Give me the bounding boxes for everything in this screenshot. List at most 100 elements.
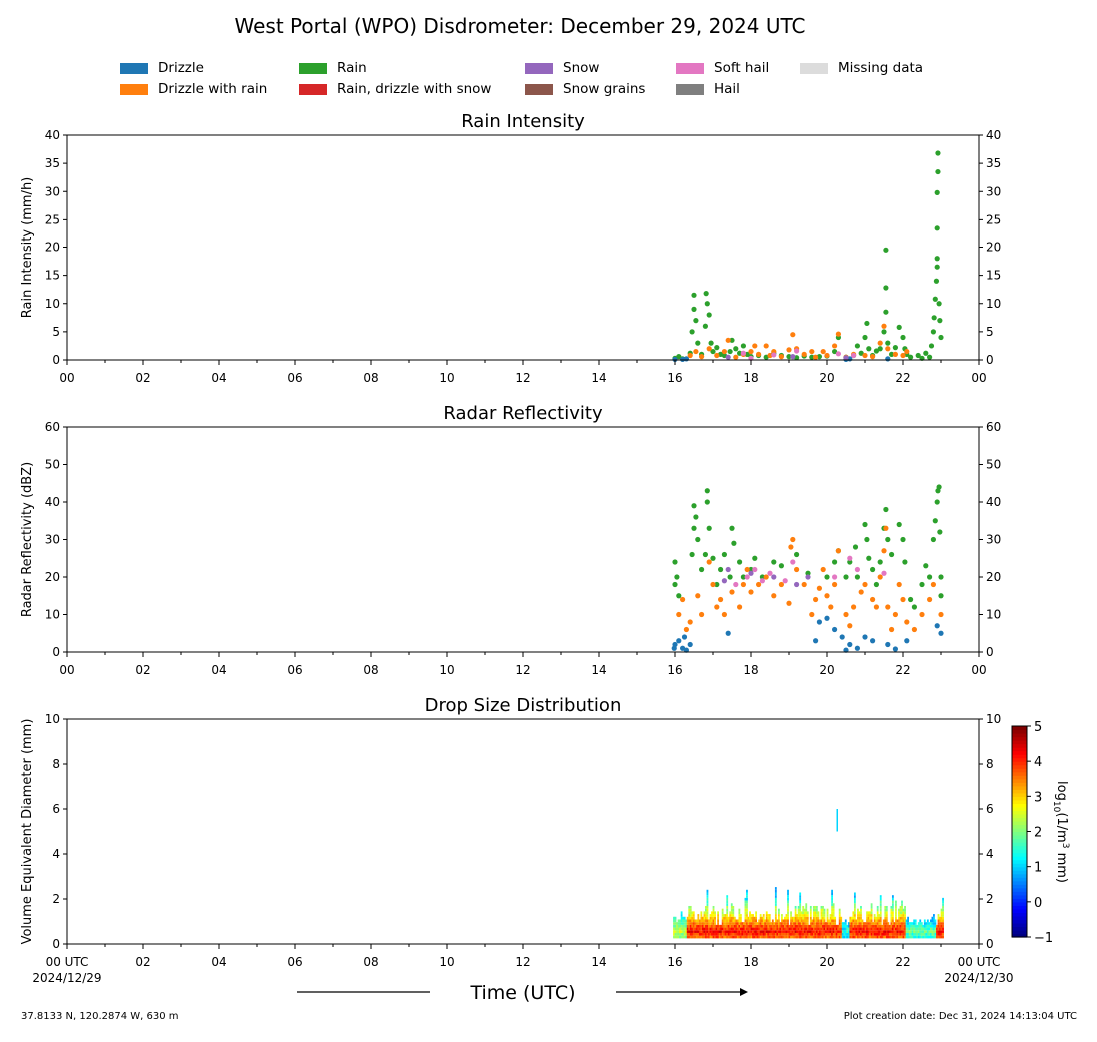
heatmap-cell <box>855 930 858 933</box>
heatmap-cell <box>876 922 879 925</box>
heatmap-cell <box>823 935 826 939</box>
heatmap-cell <box>893 922 896 925</box>
y-tick-label: 20 <box>986 570 1001 584</box>
heatmap-cell <box>765 914 768 917</box>
heatmap-cell <box>749 919 751 923</box>
heatmap-cell <box>814 935 817 939</box>
heatmap-cell <box>860 927 862 931</box>
heatmap-cell <box>758 932 761 936</box>
heatmap-cell <box>914 927 917 931</box>
legend-item: Soft hail <box>676 58 769 78</box>
data-point <box>714 604 720 610</box>
heatmap-cell <box>826 922 829 925</box>
heatmap-cell <box>867 919 870 923</box>
heatmap-cell <box>869 919 871 923</box>
heatmap-cell <box>762 924 765 928</box>
heatmap-cell <box>723 919 726 923</box>
heatmap-cell <box>928 930 931 933</box>
heatmap-cell <box>750 924 753 928</box>
y-tick-label: 6 <box>52 802 60 816</box>
heatmap-cell <box>931 930 934 933</box>
heatmap-cell <box>913 927 916 931</box>
heatmap-cell <box>929 927 932 931</box>
data-point <box>756 581 762 588</box>
heatmap-cell <box>929 935 932 939</box>
heatmap-cell <box>922 935 925 939</box>
heatmap-cell <box>724 935 727 939</box>
heatmap-cell <box>852 927 855 931</box>
heatmap-cell <box>933 930 935 933</box>
heatmap-cell <box>698 935 701 939</box>
heatmap-cell <box>712 922 715 925</box>
heatmap-cell <box>723 932 726 936</box>
heatmap-cell <box>799 900 802 904</box>
heatmap-cell <box>850 927 853 931</box>
heatmap-cell <box>701 922 704 925</box>
heatmap-cell <box>761 935 764 939</box>
heatmap-cell <box>806 922 809 925</box>
heatmap-cell <box>774 911 777 915</box>
heatmap-cell <box>764 922 767 925</box>
heatmap-cell <box>765 932 768 936</box>
heatmap-cell <box>831 892 833 896</box>
heatmap-cell <box>726 927 729 931</box>
heatmap-cell <box>744 905 747 909</box>
heatmap-cell <box>694 930 697 933</box>
heatmap-cell <box>843 932 846 936</box>
data-point <box>934 623 940 629</box>
heatmap-cell <box>853 908 856 912</box>
heatmap-cell <box>860 922 862 925</box>
data-point <box>862 634 868 640</box>
data-point <box>752 566 758 573</box>
heatmap-cell <box>817 930 820 933</box>
heatmap-cell <box>732 930 735 933</box>
heatmap-cell <box>676 922 678 925</box>
heatmap-cell <box>884 916 887 920</box>
heatmap-cell <box>805 908 808 912</box>
heatmap-cell <box>752 930 754 933</box>
heatmap-cell <box>849 930 852 933</box>
data-point <box>862 521 868 528</box>
heatmap-cell <box>878 919 881 923</box>
heatmap-cell <box>840 935 843 939</box>
heatmap-cell <box>838 935 841 939</box>
heatmap-cell <box>940 930 943 933</box>
heatmap-cell <box>755 924 757 928</box>
heatmap-cell <box>929 919 932 923</box>
data-point <box>725 566 731 573</box>
colorbar-band <box>1012 806 1027 811</box>
heatmap-cell <box>743 927 745 931</box>
heatmap-cell <box>741 932 744 936</box>
heatmap-cell <box>933 916 935 920</box>
heatmap-cell <box>872 932 875 936</box>
data-point <box>847 641 853 648</box>
heatmap-cell <box>753 916 756 920</box>
heatmap-cell <box>858 930 861 933</box>
heatmap-cell <box>860 916 862 920</box>
data-point <box>695 593 701 599</box>
y-tick-label: 10 <box>986 712 1001 726</box>
heatmap-cell <box>802 911 805 915</box>
heatmap-cell <box>817 922 820 925</box>
heatmap-cell <box>817 911 820 915</box>
heatmap-cell <box>723 930 726 933</box>
heatmap-cell <box>802 927 805 931</box>
heatmap-cell <box>805 919 808 923</box>
y-tick-label: 8 <box>52 757 60 771</box>
heatmap-cell <box>676 924 678 928</box>
heatmap-cell <box>870 919 873 923</box>
heatmap-cell <box>773 924 776 928</box>
x-tick-label: 00 <box>971 663 986 677</box>
heatmap-cell <box>691 911 694 915</box>
heatmap-cell <box>685 927 688 931</box>
data-point <box>904 348 910 355</box>
heatmap-cell <box>840 932 843 936</box>
x-tick-label: 20 <box>819 663 834 677</box>
heatmap-cell <box>743 924 745 928</box>
heatmap-cell <box>843 927 846 931</box>
heatmap-cell <box>844 935 847 939</box>
heatmap-cell <box>706 924 709 928</box>
heatmap-cell <box>867 922 870 925</box>
heatmap-cell <box>746 889 748 893</box>
heatmap-cell <box>714 935 716 939</box>
